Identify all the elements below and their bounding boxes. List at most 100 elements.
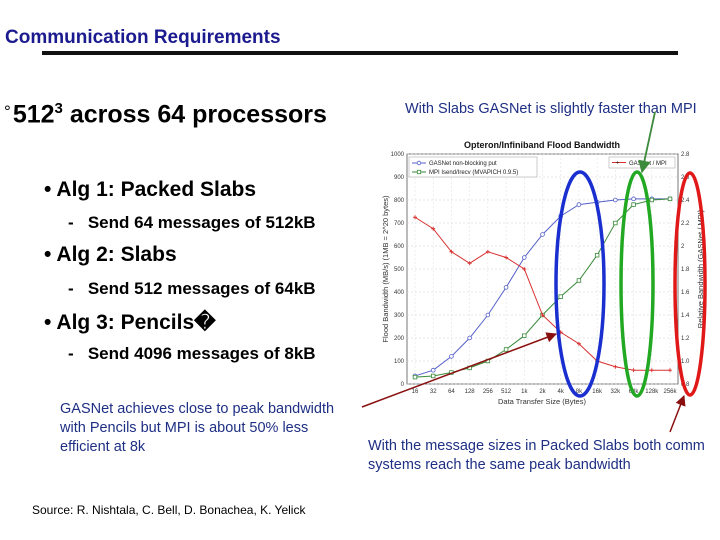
note-right: With the message sizes in Packed Slabs b… bbox=[368, 438, 705, 473]
data-point bbox=[594, 253, 600, 258]
sub-alg3: - Send 4096 messages of 8kB bbox=[68, 344, 316, 364]
y-tick-labels: 0 100 200 300 400 500 600 700 800 900 1000 bbox=[391, 152, 405, 388]
x-tick-label: 4k bbox=[558, 389, 565, 395]
x-tick-label: 1k bbox=[521, 389, 528, 395]
headline-base: 512 bbox=[12, 100, 55, 129]
sub-text: Send 512 messages of 64kB bbox=[87, 279, 316, 298]
sub-text: Send 64 messages of 512kB bbox=[87, 213, 316, 232]
data-point bbox=[485, 249, 490, 254]
bullet-text: Alg 3: Pencils bbox=[56, 311, 195, 334]
legend-right: + GASNet / MPI bbox=[608, 156, 676, 169]
y-tick-label: 500 bbox=[394, 267, 405, 273]
data-point bbox=[613, 364, 618, 369]
bullet-alg1: • Alg 1: Packed Slabs bbox=[44, 178, 256, 202]
y-tick-label: 900 bbox=[394, 175, 405, 181]
bandwidth-chart: Opteron/Infiniband Flood Bandwidth 0 100 2… bbox=[381, 140, 705, 406]
data-point bbox=[613, 220, 618, 226]
data-point bbox=[540, 313, 545, 317]
y2-tick-label: 1.4 bbox=[681, 313, 690, 319]
legend-mpi-label: MPI Isend/Irecv (MVAPICH 0.9.5) bbox=[429, 170, 518, 176]
y-tick-label: 600 bbox=[394, 244, 405, 250]
y2-tick-label: 1.2 bbox=[681, 336, 690, 342]
data-point bbox=[576, 202, 582, 207]
data-point bbox=[467, 335, 472, 341]
bullet-marker: • bbox=[44, 243, 52, 266]
y-tick-label: 1000 bbox=[391, 152, 405, 158]
chart-title: Opteron/Infiniband Flood Bandwidth bbox=[464, 140, 620, 150]
y-tick-label: 700 bbox=[394, 221, 405, 227]
data-point bbox=[467, 261, 472, 266]
y2-tick-label: 0.8 bbox=[681, 382, 690, 388]
data-point bbox=[613, 197, 618, 203]
data-point bbox=[594, 200, 600, 205]
y2-tick-labels: 0.8 1.0 1.2 1.4 1.6 1.8 2 2.2 2.4 2.6 2.8 bbox=[681, 152, 690, 388]
legend-left: GASNet non-blocking put MPI Isend/Irecv … bbox=[408, 156, 538, 178]
data-point bbox=[576, 278, 582, 283]
data-point bbox=[413, 215, 417, 220]
legend-mpi-marker bbox=[416, 169, 422, 175]
sub-alg2: - Send 512 messages of 64kB bbox=[68, 279, 316, 299]
y2-tick-label: 2.8 bbox=[681, 152, 690, 158]
data-point bbox=[449, 354, 454, 359]
sub-marker: - bbox=[68, 213, 74, 232]
sub-text: Send 4096 messages of 8kB bbox=[87, 344, 316, 363]
data-point bbox=[485, 358, 491, 364]
x-tick-labels: 16 32 64 128 256 512 1k 2k 4k 8k 16k 32k 64k 128k 256k bbox=[412, 389, 678, 395]
y-axis-label: Flood Bandwidth (MB/s) (1MB = 2^20 bytes… bbox=[381, 195, 390, 343]
note-top: With Slabs GASNet is slightly faster tha… bbox=[405, 101, 697, 117]
legend-left-box bbox=[408, 156, 538, 178]
sub-alg1: - Send 64 messages of 512kB bbox=[68, 213, 316, 233]
data-point bbox=[521, 255, 527, 260]
y2-tick-label: 2 bbox=[681, 244, 685, 250]
y-tick-label: 0 bbox=[401, 382, 405, 388]
sub-marker: - bbox=[68, 279, 74, 298]
y2-tick-label: 2.2 bbox=[681, 221, 690, 227]
note-left: GASNet achieves close to peak bandwidth … bbox=[60, 401, 335, 455]
bullet-alg2: • Alg 2: Slabs bbox=[44, 243, 177, 267]
y-tick-label: 100 bbox=[394, 359, 405, 365]
x-tick-label: 8k bbox=[576, 389, 583, 395]
y2-tick-label: 1.8 bbox=[681, 267, 690, 273]
data-point bbox=[540, 232, 545, 237]
data-point bbox=[667, 196, 673, 202]
y2-tick-label: 1.0 bbox=[681, 359, 690, 365]
x-tick-label: 16k bbox=[592, 389, 603, 395]
bullet-marker: • bbox=[44, 178, 52, 201]
data-point bbox=[431, 373, 436, 379]
sub-marker: - bbox=[68, 344, 74, 363]
x-axis-label: Data Transfer Size (Bytes) bbox=[498, 397, 586, 406]
data-point bbox=[467, 365, 472, 371]
y-tick-label: 400 bbox=[394, 290, 405, 296]
x-tick-label: 64 bbox=[448, 389, 455, 395]
data-point bbox=[668, 368, 672, 373]
data-point bbox=[503, 285, 509, 290]
y2-tick-label: 2.6 bbox=[681, 175, 690, 181]
source-citation: Source: R. Nishtala, C. Bell, D. Bonache… bbox=[32, 503, 306, 517]
data-point bbox=[485, 312, 491, 318]
bullet-text: Alg 2: Slabs bbox=[56, 243, 177, 266]
data-point bbox=[503, 347, 509, 352]
data-point bbox=[649, 197, 654, 203]
x-tick-label: 32 bbox=[430, 389, 437, 395]
y-tick-label: 800 bbox=[394, 198, 405, 204]
legend-ratio-marker: + bbox=[616, 161, 620, 167]
data-point bbox=[522, 333, 527, 338]
headline: °5123 across 64 processors bbox=[4, 100, 327, 129]
data-point bbox=[504, 255, 509, 260]
x-tick-label: 512 bbox=[501, 389, 512, 395]
x-tick-label: 128 bbox=[465, 389, 476, 395]
x-tick-label: 64k bbox=[629, 389, 640, 395]
data-point bbox=[558, 294, 563, 299]
data-point bbox=[631, 196, 636, 202]
data-point bbox=[558, 213, 564, 219]
y2-tick-label: 2.4 bbox=[681, 198, 690, 204]
x-tick-label: 16 bbox=[412, 389, 419, 395]
y-tick-label: 300 bbox=[394, 313, 405, 319]
title-underline bbox=[42, 51, 678, 55]
data-point bbox=[449, 370, 454, 375]
legend-ratio-label: GASNet / MPI bbox=[629, 161, 667, 167]
legend-gasnet-label: GASNet non-blocking put bbox=[429, 161, 497, 167]
headline-marker: ° bbox=[4, 102, 11, 122]
y-tick-label: 200 bbox=[394, 336, 405, 342]
y2-axis-label: Relative Bandwidth (GASNet / MPI) bbox=[696, 209, 705, 328]
